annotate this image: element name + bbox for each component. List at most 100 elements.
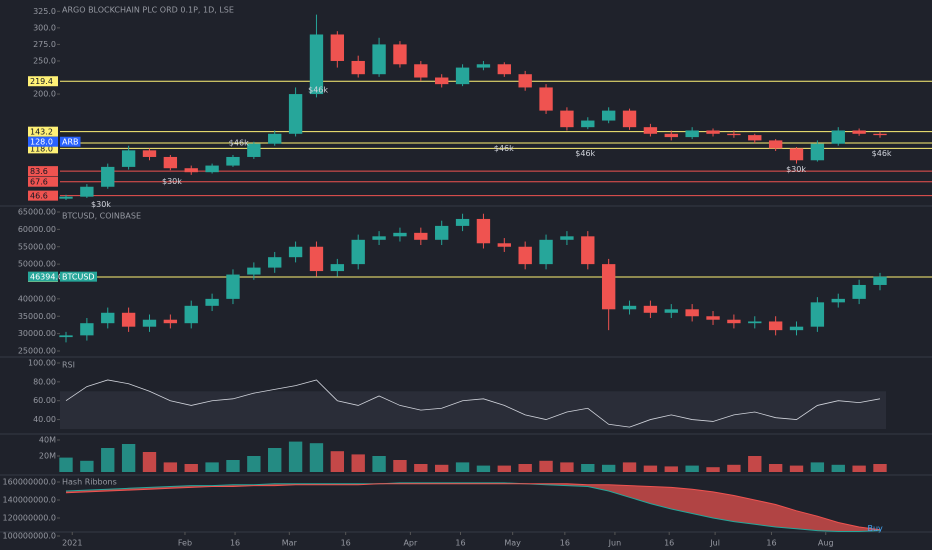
last-price-tag-bg: [60, 136, 81, 147]
ribbon-line: [65, 483, 881, 531]
x-tick-label: 16: [766, 539, 776, 548]
x-tick-label: May: [504, 539, 521, 548]
candle-body: [748, 321, 762, 324]
candle-body: [727, 133, 741, 136]
y-tick-label: 100000000.0: [3, 532, 56, 541]
annotation: $30k: [786, 165, 806, 174]
candle-body: [539, 87, 553, 111]
level-badge: [28, 76, 58, 87]
volume-bar: [518, 464, 532, 472]
x-tick-label: 16: [664, 539, 674, 548]
volume-bar: [226, 460, 240, 472]
candle-body: [852, 284, 866, 299]
level-label: 67.6: [30, 178, 48, 187]
volume-bar: [831, 464, 845, 472]
candle-body: [873, 276, 887, 285]
x-tick-label: Apr: [403, 539, 418, 548]
y-tick-label: 250.0: [33, 56, 56, 65]
volume-bar: [622, 462, 637, 472]
x-tick-label: Feb: [178, 539, 192, 548]
annotation: $30k: [91, 200, 111, 209]
volume-bar: [560, 462, 574, 472]
x-tick-label: Mar: [282, 539, 298, 548]
volume-bar: [435, 464, 449, 472]
y-tick-label: 20M: [39, 452, 56, 461]
candle-body: [518, 246, 532, 265]
last-price-tag: BTCUSD: [62, 273, 95, 282]
y-tick-label: 200.0: [33, 90, 56, 99]
candle-body: [372, 236, 386, 240]
y-tick-label: 160000000.0: [3, 478, 56, 487]
candle-body: [539, 239, 553, 265]
candle-body: [768, 140, 783, 149]
candle-body: [142, 150, 157, 157]
y-tick-label: 100.00: [28, 359, 56, 368]
y-tick-label: 40M: [39, 436, 56, 445]
volume-bar: [497, 465, 511, 472]
candle-body: [393, 232, 407, 237]
last-price-badge: [28, 136, 58, 147]
candle-body: [831, 130, 845, 144]
last-price-tag: ARB: [62, 138, 79, 147]
candle-body: [601, 264, 616, 310]
candle-body: [205, 165, 219, 173]
candle-body: [226, 156, 240, 166]
volume-bar: [727, 464, 741, 472]
level-label: 46.6: [30, 192, 48, 201]
candle-body: [518, 74, 532, 88]
last-price-label: 128.0: [30, 138, 53, 147]
volume-bar: [414, 464, 428, 472]
candle-body: [852, 130, 866, 134]
y-tick-label: 60.00: [33, 396, 56, 405]
candle-body: [622, 305, 637, 310]
candle-body: [748, 135, 762, 141]
candle-body: [831, 298, 845, 303]
candle-body: [205, 298, 219, 306]
candle-body: [59, 335, 73, 338]
candle-body: [226, 274, 240, 299]
candle-body: [309, 246, 324, 272]
candle-body: [497, 64, 511, 75]
volume-bar: [184, 464, 198, 472]
candle-body: [581, 236, 595, 265]
candle-body: [351, 60, 365, 75]
y-tick-label: 80.00: [33, 377, 56, 386]
level-badge: [28, 126, 58, 137]
panel-title: ARGO BLOCKCHAIN PLC ORD 0.1P, 1D, LSE: [62, 6, 234, 15]
volume-bar: [768, 464, 783, 472]
x-tick-label: Jul: [709, 539, 720, 548]
rsi-band: [60, 391, 886, 429]
level-badge: [28, 176, 58, 187]
y-tick-label: 325.0: [33, 7, 56, 16]
volume-bar: [163, 462, 178, 472]
level-label: 118.0: [30, 144, 53, 153]
volume-bar: [852, 465, 866, 472]
candle-body: [414, 232, 428, 240]
y-tick-label: 120000000.0: [3, 514, 56, 523]
volume-bar: [101, 448, 115, 472]
y-tick-label: 30000.00: [18, 329, 56, 338]
volume-bar: [581, 464, 595, 472]
volume-bar: [789, 465, 804, 472]
x-tick-label: 16: [341, 539, 351, 548]
candle-body: [121, 150, 136, 167]
annotation: $46k: [308, 86, 328, 95]
candle-body: [330, 34, 345, 61]
y-tick-label: 300.0: [33, 23, 56, 32]
y-tick-label: 40.00: [33, 415, 56, 424]
candle-body: [80, 186, 94, 197]
candle-body: [476, 64, 491, 68]
candle-body: [163, 156, 178, 169]
candle-body: [59, 196, 73, 199]
candle-body: [560, 236, 574, 240]
candle-body: [435, 225, 449, 240]
y-tick-label: 35000.00: [18, 312, 56, 321]
annotation: $30k: [162, 177, 182, 186]
candle-body: [455, 218, 470, 226]
volume-bar: [142, 452, 157, 472]
candle-body: [810, 143, 825, 161]
x-tick-label: 16: [230, 539, 240, 548]
candle-body: [247, 143, 261, 157]
volume-bar: [601, 464, 616, 472]
